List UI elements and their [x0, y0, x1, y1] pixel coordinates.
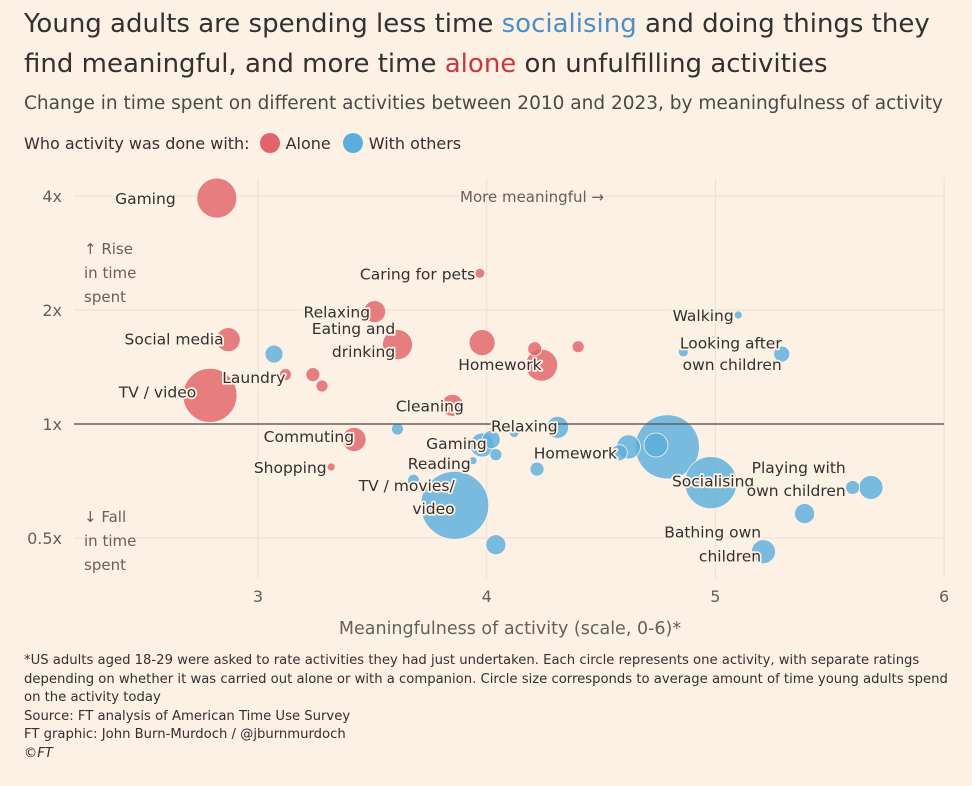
with-others-bubble	[489, 448, 503, 462]
with-others-bubble	[610, 444, 628, 462]
point-label: Commuting	[264, 428, 354, 446]
footnote-copyright: ©FT	[24, 745, 53, 761]
alone-bubble	[196, 177, 238, 219]
x-axis-label: Meaningfulness of activity (scale, 0-6)*	[339, 619, 681, 639]
alone-bubble	[215, 327, 241, 353]
point-label: Relaxing	[304, 304, 371, 322]
point-label: Gaming	[115, 190, 176, 208]
point-label: Homework	[534, 445, 617, 463]
with-others-bubble	[677, 346, 689, 358]
y-tick-label: 1x	[42, 415, 62, 434]
point-label: TV / movies/	[358, 477, 456, 495]
title-highlight-socialising: socialising	[501, 9, 637, 39]
alone-bubble	[279, 368, 292, 382]
legend-label: Who activity was done with:	[24, 133, 250, 153]
point-label: own children	[683, 356, 782, 374]
point-label: children	[699, 547, 761, 565]
x-tick-label: 6	[939, 587, 949, 606]
alone-bubble	[382, 329, 413, 361]
point-label: Shopping	[254, 459, 327, 477]
point-label: TV / video	[118, 383, 197, 401]
with-others-bubble	[643, 432, 669, 458]
alone-bubble	[468, 329, 496, 357]
chart-title: Young adults are spending less time soci…	[24, 4, 964, 84]
point-label: Cleaning	[396, 397, 464, 415]
point-label: Playing with	[752, 459, 846, 477]
point-label: Walking	[673, 307, 734, 325]
alone-bubble	[527, 341, 543, 357]
alone-bubble	[440, 393, 464, 417]
alone-bubble	[326, 462, 336, 472]
with-others-bubble	[529, 461, 545, 477]
more-meaningful-annotation: More meaningful →	[460, 188, 604, 206]
with-others-bubble	[845, 480, 861, 495]
with-others-bubble	[546, 415, 569, 439]
x-tick-label: 5	[710, 587, 720, 606]
legend: Who activity was done with: Alone With o…	[24, 133, 461, 153]
title-part-2: and doing things they find meaningful, a…	[24, 9, 930, 79]
with-others-bubble	[468, 456, 478, 466]
title-highlight-alone: alone	[444, 49, 517, 79]
point-label: Looking after	[680, 335, 782, 353]
x-tick-label: 4	[482, 587, 492, 606]
point-label: Social media	[125, 331, 224, 349]
rise-annotation: spent	[84, 288, 126, 306]
alone-bubble	[305, 367, 321, 383]
fall-annotation: in time	[84, 532, 136, 550]
rise-annotation: ↑ Rise	[84, 240, 133, 258]
alone-bubble	[315, 379, 329, 393]
legend-with-others-swatch	[342, 133, 363, 153]
y-tick-label: 4x	[42, 187, 62, 206]
with-others-bubble	[684, 456, 738, 510]
point-label: video	[412, 500, 454, 518]
footnote: *US adults aged 18-29 were asked to rate…	[24, 652, 954, 763]
footnote-source: Source: FT analysis of American Time Use…	[24, 708, 351, 724]
x-tick-label: 3	[253, 587, 263, 606]
with-others-bubble	[391, 422, 404, 436]
point-label: Caring for pets	[360, 265, 475, 283]
alone-bubble	[474, 267, 486, 279]
with-others-bubble	[508, 427, 520, 438]
scatter-chart: 3 4 5 6 4x 2x 1x 0.5x More meaningful → ↑ Rise in …	[27, 177, 949, 639]
with-others-bubble	[733, 310, 743, 320]
point-label: Gaming	[426, 435, 487, 453]
fall-annotation: ↓ Fall	[84, 508, 126, 526]
y-tick-label: 0.5x	[27, 529, 62, 548]
alone-bubble	[571, 340, 585, 354]
with-others-bubble	[485, 534, 507, 556]
with-others-bubble	[264, 344, 284, 364]
point-label: Bathing own	[664, 524, 761, 542]
rise-annotation: in time	[84, 264, 136, 282]
fall-annotation: spent	[84, 556, 126, 574]
with-others-bubble	[858, 475, 884, 500]
title-part-1: Young adults are spending less time	[24, 9, 502, 39]
title-part-3: on unfulfilling activities	[516, 49, 828, 79]
footnote-credit: FT graphic: John Burn-Murdoch / @jburnmu…	[24, 727, 346, 742]
alone-bubble	[182, 367, 238, 423]
with-others-bubble	[420, 470, 490, 540]
footnote-methodology: *US adults aged 18-29 were asked to rate…	[24, 653, 948, 705]
with-others-bubble	[794, 503, 815, 524]
point-label: Eating and	[312, 320, 395, 338]
point-label: own children	[747, 482, 846, 500]
legend-alone-swatch	[259, 133, 280, 153]
point-label: Reading	[408, 455, 471, 473]
point-label: drinking	[332, 343, 395, 361]
y-tick-label: 2x	[42, 301, 62, 320]
with-others-bubble	[773, 345, 791, 363]
alone-bubble	[341, 427, 367, 452]
point-label: Relaxing	[491, 418, 558, 436]
with-others-bubble	[407, 473, 420, 487]
with-others-bubble	[481, 430, 501, 449]
alone-bubble	[363, 300, 387, 324]
chart-subtitle: Change in time spent on different activi…	[24, 93, 943, 114]
point-label: Laundry	[222, 369, 285, 387]
with-others-bubble	[751, 539, 776, 565]
point-label: Socialising	[672, 472, 754, 490]
point-label: Homework	[458, 356, 541, 374]
legend-with-others-label: With others	[368, 133, 462, 153]
legend-alone-label: Alone	[285, 133, 331, 153]
